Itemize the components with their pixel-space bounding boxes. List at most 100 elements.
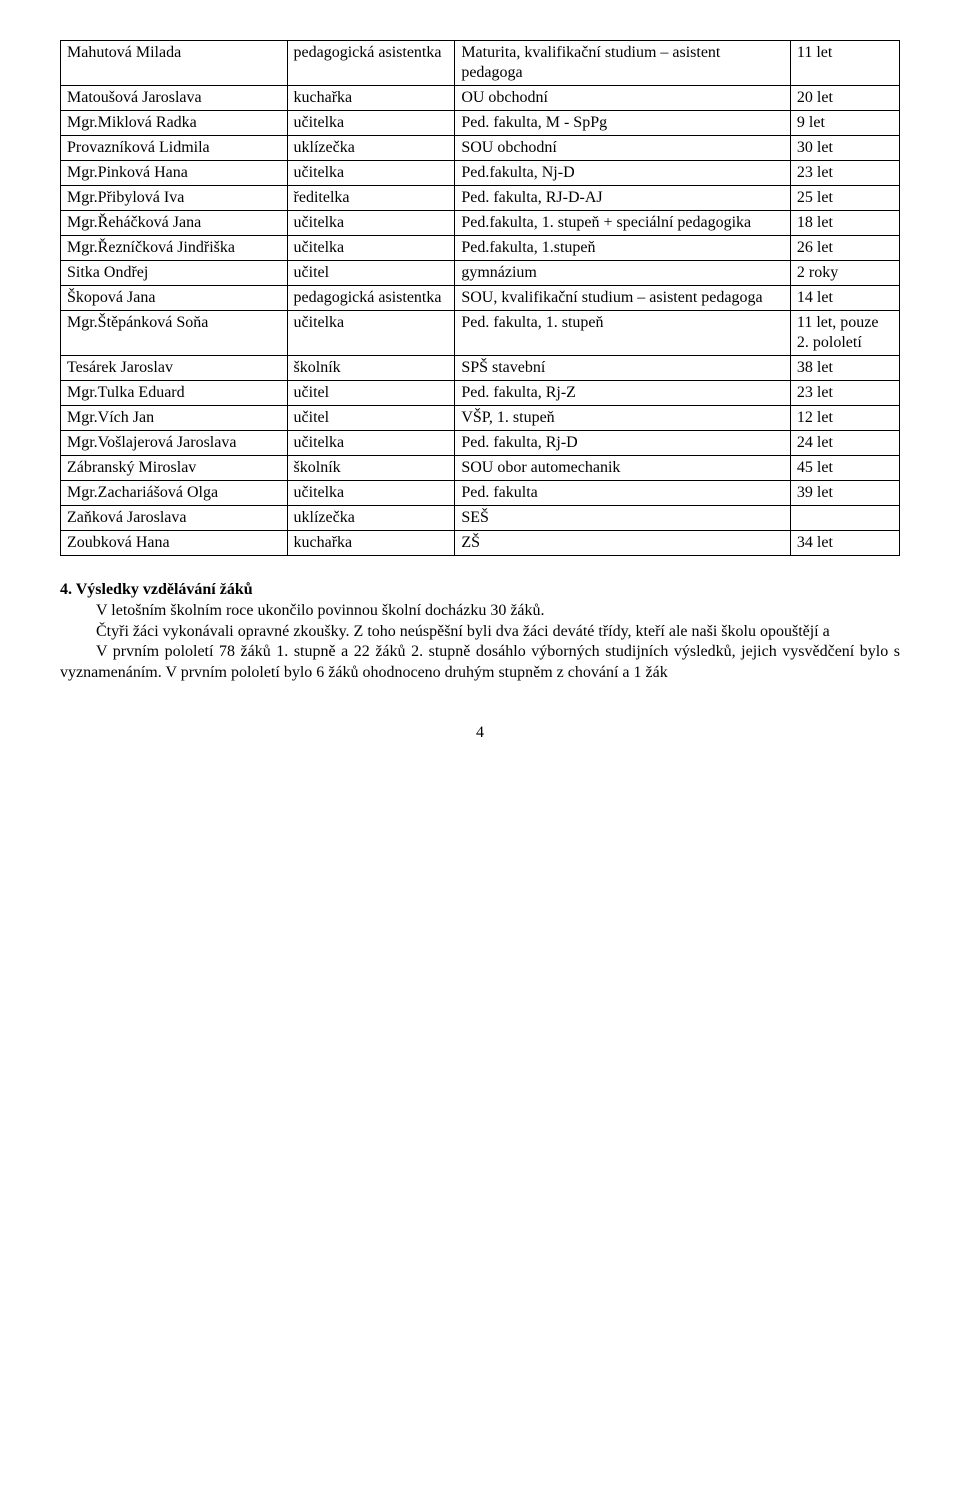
cell-name: Matoušová Jaroslava	[61, 86, 288, 111]
cell-name: Mgr.Zachariášová Olga	[61, 481, 288, 506]
cell-years: 26 let	[790, 236, 899, 261]
cell-role: pedagogická asistentka	[287, 286, 455, 311]
cell-role: uklízečka	[287, 136, 455, 161]
cell-role: školník	[287, 356, 455, 381]
cell-years: 34 let	[790, 531, 899, 556]
cell-qual: OU obchodní	[455, 86, 791, 111]
cell-years: 30 let	[790, 136, 899, 161]
cell-qual: Ped. fakulta	[455, 481, 791, 506]
cell-name: Mgr.Řeháčková Jana	[61, 211, 288, 236]
cell-role: učitelka	[287, 311, 455, 356]
cell-name: Zoubková Hana	[61, 531, 288, 556]
cell-role: učitelka	[287, 431, 455, 456]
table-row: Sitka Ondřejučitelgymnázium2 roky	[61, 261, 900, 286]
cell-name: Zaňková Jaroslava	[61, 506, 288, 531]
section-p1: V letošním školním roce ukončilo povinno…	[60, 601, 900, 622]
cell-name: Škopová Jana	[61, 286, 288, 311]
cell-name: Mgr.Miklová Radka	[61, 111, 288, 136]
cell-years: 24 let	[790, 431, 899, 456]
cell-qual: Ped.fakulta, Nj-D	[455, 161, 791, 186]
cell-role: učitelka	[287, 481, 455, 506]
cell-years: 11 let, pouze 2. pololetí	[790, 311, 899, 356]
table-row: Mgr.Pinková HanaučitelkaPed.fakulta, Nj-…	[61, 161, 900, 186]
table-row: Provazníková LidmilauklízečkaSOU obchodn…	[61, 136, 900, 161]
cell-qual: Ped. fakulta, RJ-D-AJ	[455, 186, 791, 211]
cell-name: Mgr.Vích Jan	[61, 406, 288, 431]
cell-years: 38 let	[790, 356, 899, 381]
cell-role: kuchařka	[287, 86, 455, 111]
cell-name: Provazníková Lidmila	[61, 136, 288, 161]
staff-table: Mahutová Miladapedagogická asistentkaMat…	[60, 40, 900, 556]
table-row: Mgr.Miklová RadkaučitelkaPed. fakulta, M…	[61, 111, 900, 136]
cell-role: učitelka	[287, 161, 455, 186]
cell-qual: gymnázium	[455, 261, 791, 286]
table-row: Mgr.Řeháčková JanaučitelkaPed.fakulta, 1…	[61, 211, 900, 236]
cell-role: ředitelka	[287, 186, 455, 211]
table-row: Zoubková HanakuchařkaZŠ34 let	[61, 531, 900, 556]
cell-qual: SOU, kvalifikační studium – asistent ped…	[455, 286, 791, 311]
cell-role: kuchařka	[287, 531, 455, 556]
table-row: Mgr.Přibylová IvaředitelkaPed. fakulta, …	[61, 186, 900, 211]
cell-qual: SEŠ	[455, 506, 791, 531]
cell-years: 18 let	[790, 211, 899, 236]
cell-qual: SPŠ stavební	[455, 356, 791, 381]
cell-name: Mgr.Přibylová Iva	[61, 186, 288, 211]
cell-name: Mgr.Pinková Hana	[61, 161, 288, 186]
cell-role: uklízečka	[287, 506, 455, 531]
table-row: Zábranský MiroslavškolníkSOU obor autome…	[61, 456, 900, 481]
table-row: Mgr.Vích JanučitelVŠP, 1. stupeň12 let	[61, 406, 900, 431]
section-p2: Čtyři žáci vykonávali opravné zkoušky. Z…	[60, 622, 900, 643]
cell-years: 11 let	[790, 41, 899, 86]
table-row: Mgr.Štěpánková SoňaučitelkaPed. fakulta,…	[61, 311, 900, 356]
cell-name: Mgr.Štěpánková Soňa	[61, 311, 288, 356]
table-row: Mgr.Řezníčková JindřiškaučitelkaPed.faku…	[61, 236, 900, 261]
cell-name: Sitka Ondřej	[61, 261, 288, 286]
table-row: Tesárek JaroslavškolníkSPŠ stavební38 le…	[61, 356, 900, 381]
cell-role: pedagogická asistentka	[287, 41, 455, 86]
cell-years: 14 let	[790, 286, 899, 311]
section-heading: 4. Výsledky vzdělávání žáků	[60, 580, 900, 601]
cell-qual: Ped. fakulta, 1. stupeň	[455, 311, 791, 356]
cell-qual: VŠP, 1. stupeň	[455, 406, 791, 431]
cell-name: Mgr.Řezníčková Jindřiška	[61, 236, 288, 261]
cell-years: 12 let	[790, 406, 899, 431]
cell-qual: Ped. fakulta, Rj-D	[455, 431, 791, 456]
cell-role: učitel	[287, 261, 455, 286]
section-p3: V prvním pololetí 78 žáků 1. stupně a 22…	[60, 642, 900, 684]
cell-qual: Ped.fakulta, 1.stupeň	[455, 236, 791, 261]
table-row: Zaňková JaroslavauklízečkaSEŠ	[61, 506, 900, 531]
table-row: Matoušová JaroslavakuchařkaOU obchodní20…	[61, 86, 900, 111]
cell-qual: Ped.fakulta, 1. stupeň + speciální pedag…	[455, 211, 791, 236]
results-section: 4. Výsledky vzdělávání žáků V letošním š…	[60, 580, 900, 684]
cell-name: Mgr.Tulka Eduard	[61, 381, 288, 406]
cell-name: Tesárek Jaroslav	[61, 356, 288, 381]
cell-role: učitel	[287, 406, 455, 431]
table-row: Mgr.Zachariášová OlgaučitelkaPed. fakult…	[61, 481, 900, 506]
cell-role: učitelka	[287, 236, 455, 261]
cell-name: Mgr.Vošlajerová Jaroslava	[61, 431, 288, 456]
cell-qual: SOU obor automechanik	[455, 456, 791, 481]
cell-years: 23 let	[790, 161, 899, 186]
cell-qual: Ped. fakulta, M - SpPg	[455, 111, 791, 136]
cell-name: Mahutová Milada	[61, 41, 288, 86]
cell-qual: SOU obchodní	[455, 136, 791, 161]
cell-qual: Maturita, kvalifikační studium – asisten…	[455, 41, 791, 86]
cell-role: učitelka	[287, 111, 455, 136]
cell-years: 45 let	[790, 456, 899, 481]
table-row: Mahutová Miladapedagogická asistentkaMat…	[61, 41, 900, 86]
cell-qual: ZŠ	[455, 531, 791, 556]
cell-qual: Ped. fakulta, Rj-Z	[455, 381, 791, 406]
table-row: Mgr.Tulka EduardučitelPed. fakulta, Rj-Z…	[61, 381, 900, 406]
cell-role: učitelka	[287, 211, 455, 236]
table-row: Mgr.Vošlajerová JaroslavaučitelkaPed. fa…	[61, 431, 900, 456]
page-number: 4	[60, 724, 900, 742]
cell-years: 9 let	[790, 111, 899, 136]
cell-name: Zábranský Miroslav	[61, 456, 288, 481]
cell-years: 25 let	[790, 186, 899, 211]
cell-years	[790, 506, 899, 531]
cell-years: 23 let	[790, 381, 899, 406]
cell-years: 20 let	[790, 86, 899, 111]
cell-role: učitel	[287, 381, 455, 406]
cell-years: 2 roky	[790, 261, 899, 286]
cell-role: školník	[287, 456, 455, 481]
